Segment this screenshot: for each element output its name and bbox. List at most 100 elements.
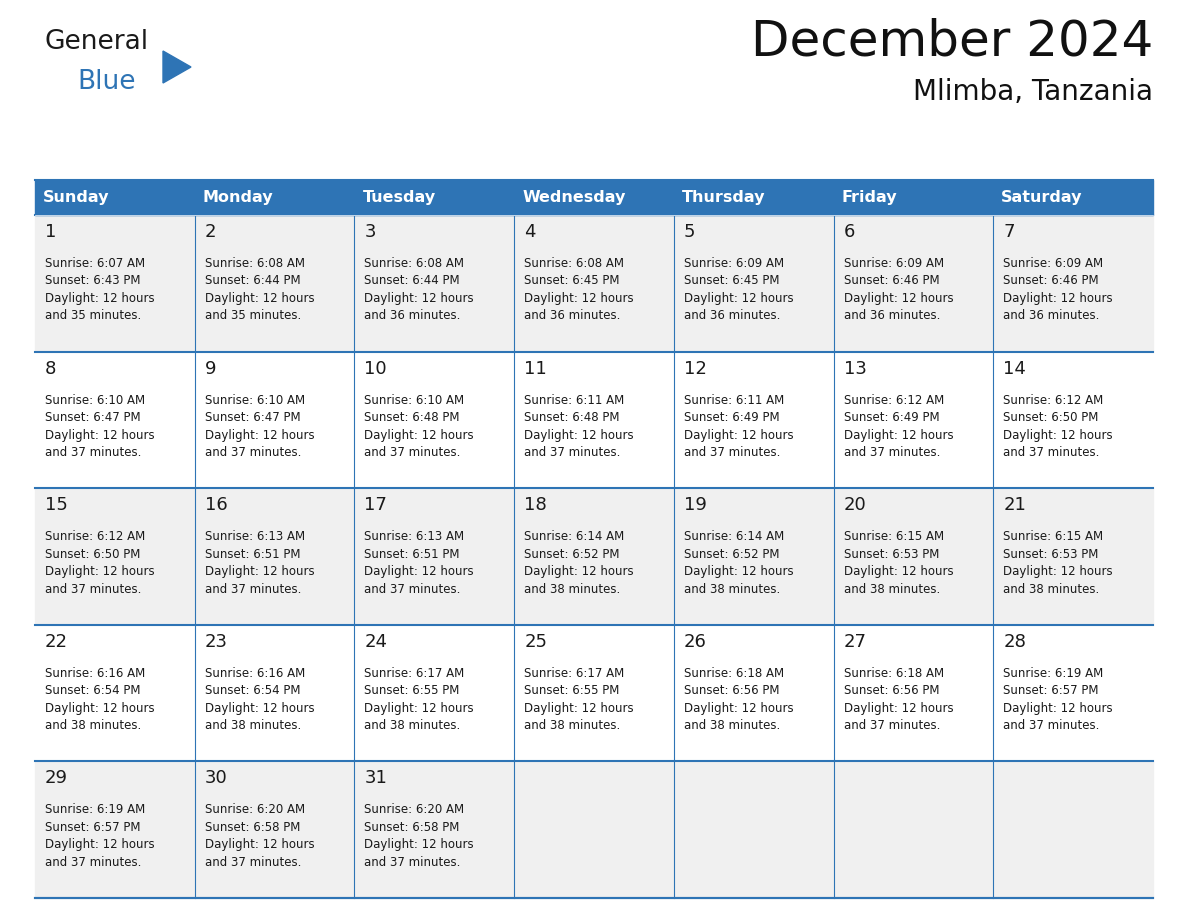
Bar xyxy=(674,625,834,761)
Text: Sunset: 6:44 PM: Sunset: 6:44 PM xyxy=(204,274,301,287)
Text: Sunset: 6:58 PM: Sunset: 6:58 PM xyxy=(365,821,460,834)
Text: 14: 14 xyxy=(1004,360,1026,377)
Text: 8: 8 xyxy=(45,360,56,377)
Text: Sunrise: 6:09 AM: Sunrise: 6:09 AM xyxy=(684,257,784,270)
Text: Sunrise: 6:16 AM: Sunrise: 6:16 AM xyxy=(204,666,305,680)
Bar xyxy=(674,352,834,488)
Text: Daylight: 12 hours: Daylight: 12 hours xyxy=(524,565,633,578)
Text: and 37 minutes.: and 37 minutes. xyxy=(365,856,461,869)
Text: and 38 minutes.: and 38 minutes. xyxy=(684,583,781,596)
Text: Sunset: 6:44 PM: Sunset: 6:44 PM xyxy=(365,274,460,287)
Text: Sunrise: 6:17 AM: Sunrise: 6:17 AM xyxy=(365,666,465,680)
Text: 16: 16 xyxy=(204,497,227,514)
Bar xyxy=(514,180,674,215)
Bar xyxy=(354,625,514,761)
Text: Sunrise: 6:14 AM: Sunrise: 6:14 AM xyxy=(524,531,625,543)
Bar xyxy=(834,352,993,488)
Text: and 38 minutes.: and 38 minutes. xyxy=(843,583,940,596)
Bar xyxy=(195,180,354,215)
Bar xyxy=(195,761,354,898)
Text: Daylight: 12 hours: Daylight: 12 hours xyxy=(843,429,953,442)
Text: Sunset: 6:43 PM: Sunset: 6:43 PM xyxy=(45,274,140,287)
Text: Daylight: 12 hours: Daylight: 12 hours xyxy=(204,838,315,851)
Text: and 37 minutes.: and 37 minutes. xyxy=(1004,720,1100,733)
Text: 1: 1 xyxy=(45,223,56,241)
Text: Sunset: 6:45 PM: Sunset: 6:45 PM xyxy=(524,274,620,287)
Text: Sunrise: 6:09 AM: Sunrise: 6:09 AM xyxy=(843,257,943,270)
Text: 27: 27 xyxy=(843,633,866,651)
Text: Sunset: 6:55 PM: Sunset: 6:55 PM xyxy=(524,684,619,698)
Text: 24: 24 xyxy=(365,633,387,651)
Text: 11: 11 xyxy=(524,360,546,377)
Text: and 38 minutes.: and 38 minutes. xyxy=(45,720,141,733)
Text: General: General xyxy=(45,29,150,55)
Text: Sunset: 6:58 PM: Sunset: 6:58 PM xyxy=(204,821,301,834)
Text: Sunset: 6:52 PM: Sunset: 6:52 PM xyxy=(684,548,779,561)
Text: and 38 minutes.: and 38 minutes. xyxy=(1004,583,1100,596)
Text: 23: 23 xyxy=(204,633,228,651)
Text: Daylight: 12 hours: Daylight: 12 hours xyxy=(45,565,154,578)
Text: Daylight: 12 hours: Daylight: 12 hours xyxy=(1004,701,1113,715)
Text: Daylight: 12 hours: Daylight: 12 hours xyxy=(365,838,474,851)
Text: and 37 minutes.: and 37 minutes. xyxy=(1004,446,1100,459)
Text: Sunset: 6:49 PM: Sunset: 6:49 PM xyxy=(684,411,779,424)
Text: Sunset: 6:53 PM: Sunset: 6:53 PM xyxy=(1004,548,1099,561)
Bar xyxy=(354,215,514,352)
Text: Monday: Monday xyxy=(203,190,273,205)
Text: Daylight: 12 hours: Daylight: 12 hours xyxy=(843,701,953,715)
Text: and 36 minutes.: and 36 minutes. xyxy=(365,309,461,322)
Text: Saturday: Saturday xyxy=(1001,190,1082,205)
Text: Sunset: 6:56 PM: Sunset: 6:56 PM xyxy=(684,684,779,698)
Bar xyxy=(514,625,674,761)
Text: Sunset: 6:50 PM: Sunset: 6:50 PM xyxy=(1004,411,1099,424)
Text: Sunrise: 6:11 AM: Sunrise: 6:11 AM xyxy=(684,394,784,407)
Text: Sunset: 6:51 PM: Sunset: 6:51 PM xyxy=(204,548,301,561)
Text: and 36 minutes.: and 36 minutes. xyxy=(684,309,781,322)
Text: 15: 15 xyxy=(45,497,68,514)
Text: Sunrise: 6:08 AM: Sunrise: 6:08 AM xyxy=(204,257,304,270)
Text: Daylight: 12 hours: Daylight: 12 hours xyxy=(45,292,154,305)
Text: Daylight: 12 hours: Daylight: 12 hours xyxy=(45,429,154,442)
Text: Daylight: 12 hours: Daylight: 12 hours xyxy=(45,701,154,715)
Text: and 38 minutes.: and 38 minutes. xyxy=(204,720,301,733)
Bar xyxy=(834,488,993,625)
Text: 5: 5 xyxy=(684,223,695,241)
Text: and 36 minutes.: and 36 minutes. xyxy=(1004,309,1100,322)
Text: Sunset: 6:55 PM: Sunset: 6:55 PM xyxy=(365,684,460,698)
Bar xyxy=(834,625,993,761)
Text: and 37 minutes.: and 37 minutes. xyxy=(45,583,141,596)
Text: Sunrise: 6:20 AM: Sunrise: 6:20 AM xyxy=(204,803,305,816)
Text: Sunset: 6:46 PM: Sunset: 6:46 PM xyxy=(843,274,940,287)
Text: and 37 minutes.: and 37 minutes. xyxy=(45,856,141,869)
Text: Blue: Blue xyxy=(77,69,135,95)
Text: and 38 minutes.: and 38 minutes. xyxy=(524,583,620,596)
Text: Sunrise: 6:13 AM: Sunrise: 6:13 AM xyxy=(365,531,465,543)
Text: Sunset: 6:57 PM: Sunset: 6:57 PM xyxy=(45,821,140,834)
Text: Sunset: 6:47 PM: Sunset: 6:47 PM xyxy=(204,411,301,424)
Text: 25: 25 xyxy=(524,633,548,651)
Text: and 37 minutes.: and 37 minutes. xyxy=(365,583,461,596)
Text: Sunrise: 6:09 AM: Sunrise: 6:09 AM xyxy=(1004,257,1104,270)
Bar xyxy=(993,180,1154,215)
Text: Sunrise: 6:08 AM: Sunrise: 6:08 AM xyxy=(365,257,465,270)
Text: Sunset: 6:54 PM: Sunset: 6:54 PM xyxy=(45,684,140,698)
Text: 29: 29 xyxy=(45,769,68,788)
Bar xyxy=(34,215,195,352)
Bar xyxy=(34,488,195,625)
Text: and 37 minutes.: and 37 minutes. xyxy=(365,446,461,459)
Text: 28: 28 xyxy=(1004,633,1026,651)
Bar xyxy=(993,215,1154,352)
Text: 31: 31 xyxy=(365,769,387,788)
Bar xyxy=(674,761,834,898)
Text: 4: 4 xyxy=(524,223,536,241)
Bar xyxy=(834,180,993,215)
Text: and 37 minutes.: and 37 minutes. xyxy=(843,446,940,459)
Text: Mlimba, Tanzania: Mlimba, Tanzania xyxy=(914,78,1154,106)
Text: and 38 minutes.: and 38 minutes. xyxy=(365,720,461,733)
Text: Sunset: 6:52 PM: Sunset: 6:52 PM xyxy=(524,548,620,561)
Text: Sunrise: 6:11 AM: Sunrise: 6:11 AM xyxy=(524,394,625,407)
Text: Daylight: 12 hours: Daylight: 12 hours xyxy=(204,429,315,442)
Text: Sunset: 6:51 PM: Sunset: 6:51 PM xyxy=(365,548,460,561)
Text: Sunrise: 6:12 AM: Sunrise: 6:12 AM xyxy=(45,531,145,543)
Text: Sunset: 6:50 PM: Sunset: 6:50 PM xyxy=(45,548,140,561)
